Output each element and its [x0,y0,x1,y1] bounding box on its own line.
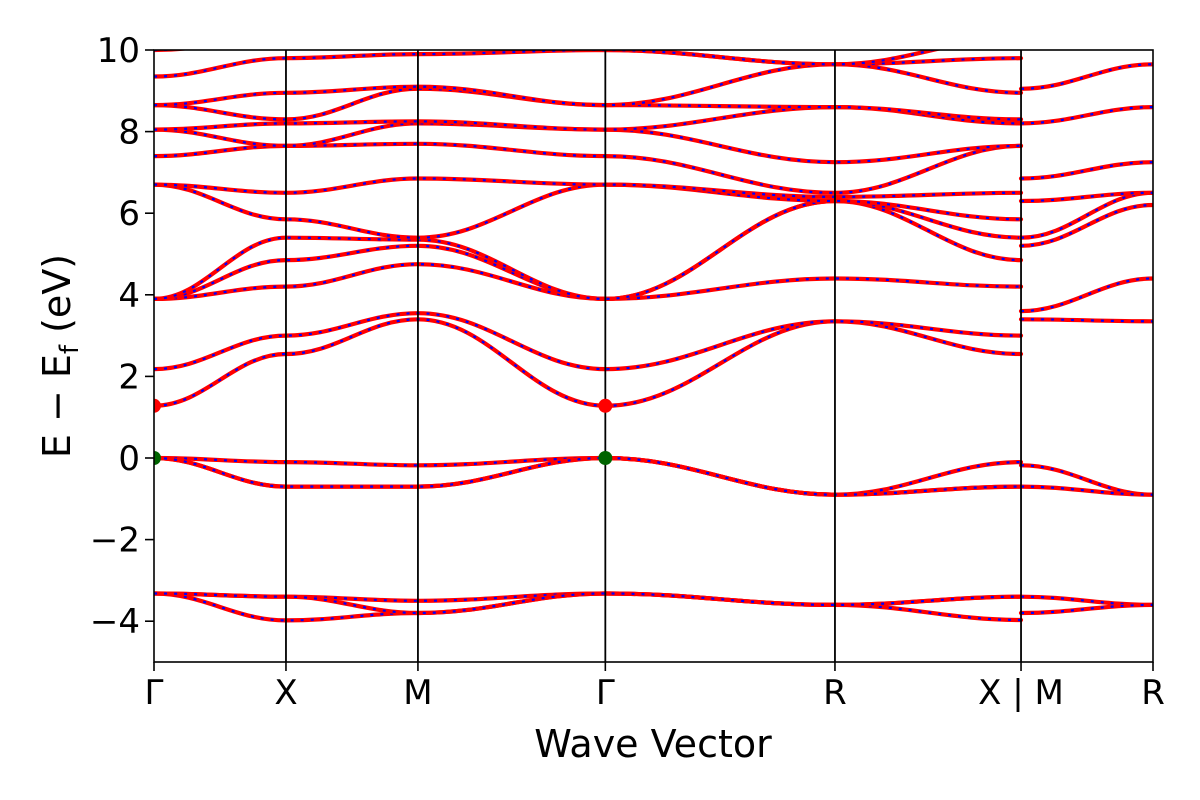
band-line-up-25 [1018,276,1153,314]
y-axis-title-unit: (eV) [35,254,79,345]
y-tick-label-1: −2 [90,521,140,561]
band-line-down-6 [154,318,1022,407]
band-line-up-31 [1018,62,1153,91]
y-tick-label-2: 0 [118,439,140,479]
y-tick-label-6: 8 [118,113,140,153]
band-line-up-28 [1018,190,1153,204]
band-lines [154,50,1153,623]
plot-frame [153,49,1154,663]
x-axis-title: Wave Vector [534,722,772,766]
y-tick-label-0: −4 [90,602,140,642]
x-axis: Γ X M Γ R X | M R [145,662,1165,713]
high-symmetry-lines [285,50,1022,662]
band-line-up-7 [154,311,1024,372]
x-tick-label-2: M [403,673,432,713]
y-tick-label-3: 2 [118,357,140,397]
x-tick-label-1: X [274,673,297,713]
band-line-down-11 [154,183,1022,239]
band-line-down-5 [154,456,1022,496]
band-line-down-25 [1020,277,1153,313]
band-line-up-29 [1018,160,1153,181]
band-line-down-19 [154,50,938,66]
y-axis-title-sub: f [55,344,85,354]
x-tick-label-3: Γ [596,673,615,713]
y-tick-label-7: 10 [97,31,140,71]
band-line-up-10 [154,198,1024,302]
band-line-up-30 [1018,105,1153,126]
band-edge-marker-3 [598,451,613,465]
band-line-up-6 [154,317,1024,408]
band-line-up-23 [1018,484,1153,497]
band-line-up-26 [1018,202,1153,248]
band-edge-marker-0 [154,398,161,413]
x-tick-label-6: R [1141,673,1165,713]
y-axis: −4 −2 0 2 4 6 8 10 [90,31,154,642]
y-tick-label-4: 4 [118,276,140,316]
band-line-up-21 [1018,602,1153,616]
band-edge-marker-1 [598,398,613,413]
y-tick-label-5: 6 [118,194,140,234]
x-tick-label-0: Γ [145,673,164,713]
x-tick-label-4: R [823,673,847,713]
band-line-down-26 [1020,203,1153,247]
band-line-down-10 [154,199,1022,301]
x-tick-label-5: X | M [978,673,1064,713]
band-edge-marker-2 [154,451,161,465]
band-line-down-9 [154,199,1022,301]
band-line-up-9 [154,198,1024,302]
band-line-down-27 [1020,191,1153,239]
band-line-up-24 [1018,317,1153,324]
band-line-up-8 [154,262,1024,302]
band-line-down-7 [154,312,1022,371]
y-axis-title: E − Ef (eV) [35,254,85,458]
band-edge-markers [154,398,613,465]
y-axis-title-main: E − E [35,354,79,458]
band-line-up-17 [154,62,1024,108]
band-line-up-18 [154,50,1024,79]
